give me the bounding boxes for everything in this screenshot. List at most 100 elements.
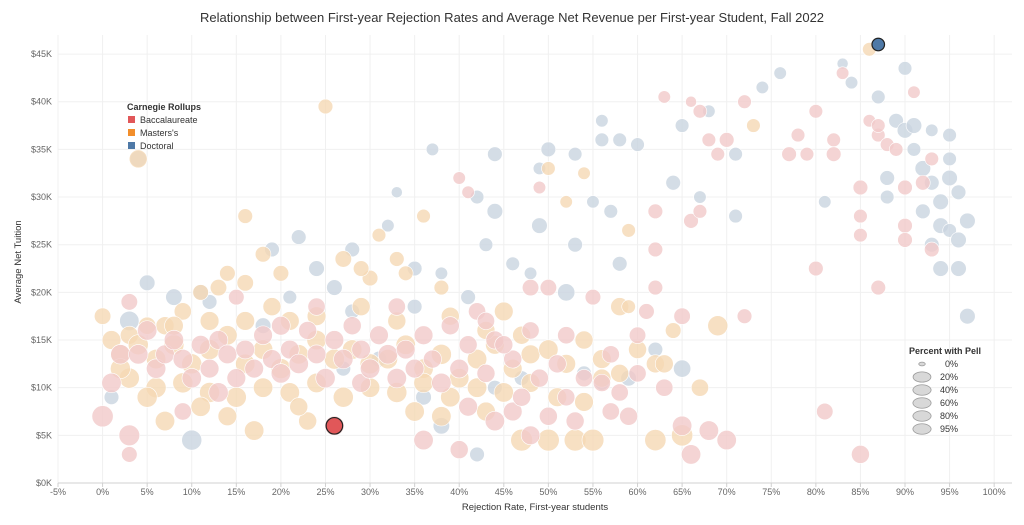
data-point[interactable]: [567, 146, 583, 162]
data-point[interactable]: [610, 383, 629, 402]
data-point[interactable]: [262, 349, 282, 369]
data-point[interactable]: [449, 358, 469, 379]
data-point[interactable]: [871, 118, 886, 133]
data-point[interactable]: [621, 299, 636, 314]
data-point[interactable]: [610, 364, 630, 383]
data-point[interactable]: [942, 127, 957, 143]
data-point[interactable]: [237, 208, 253, 224]
data-point[interactable]: [469, 446, 485, 463]
data-point[interactable]: [272, 265, 290, 282]
data-point[interactable]: [440, 316, 460, 336]
data-point[interactable]: [209, 279, 228, 297]
data-point[interactable]: [307, 297, 326, 316]
data-point[interactable]: [537, 428, 560, 452]
data-point[interactable]: [897, 232, 913, 248]
data-point[interactable]: [959, 212, 976, 230]
data-point[interactable]: [128, 344, 149, 365]
data-point[interactable]: [673, 359, 692, 378]
data-point[interactable]: [520, 425, 541, 446]
data-point[interactable]: [870, 279, 886, 296]
data-point[interactable]: [541, 161, 556, 176]
data-point[interactable]: [458, 397, 478, 417]
data-point[interactable]: [707, 315, 729, 337]
highlighted-point[interactable]: [325, 416, 344, 435]
data-point[interactable]: [121, 446, 138, 463]
data-point[interactable]: [790, 127, 806, 143]
data-point[interactable]: [493, 382, 514, 403]
data-point[interactable]: [381, 219, 395, 233]
data-point[interactable]: [494, 301, 514, 322]
data-point[interactable]: [253, 377, 274, 398]
data-point[interactable]: [128, 149, 148, 169]
data-point[interactable]: [353, 260, 370, 277]
data-point[interactable]: [434, 266, 448, 280]
data-point[interactable]: [360, 358, 381, 379]
data-point[interactable]: [941, 169, 958, 187]
data-point[interactable]: [236, 274, 254, 292]
data-point[interactable]: [199, 311, 220, 331]
data-point[interactable]: [416, 208, 431, 224]
data-point[interactable]: [612, 256, 628, 272]
data-point[interactable]: [647, 279, 664, 296]
data-point[interactable]: [208, 330, 229, 350]
data-point[interactable]: [728, 146, 743, 162]
data-point[interactable]: [915, 175, 931, 191]
data-point[interactable]: [755, 80, 769, 95]
data-point[interactable]: [139, 274, 156, 291]
data-point[interactable]: [897, 179, 913, 196]
data-point[interactable]: [539, 406, 558, 426]
data-point[interactable]: [716, 430, 737, 451]
data-point[interactable]: [235, 339, 255, 360]
data-point[interactable]: [423, 349, 442, 369]
data-point[interactable]: [557, 388, 576, 407]
data-point[interactable]: [487, 146, 503, 162]
data-point[interactable]: [538, 339, 559, 360]
data-point[interactable]: [601, 402, 620, 421]
data-point[interactable]: [531, 217, 548, 234]
data-point[interactable]: [282, 289, 297, 305]
data-point[interactable]: [565, 411, 585, 431]
data-point[interactable]: [826, 132, 841, 148]
data-point[interactable]: [190, 335, 211, 355]
data-point[interactable]: [532, 180, 547, 195]
data-point[interactable]: [181, 429, 203, 451]
data-point[interactable]: [844, 76, 859, 90]
data-point[interactable]: [915, 203, 931, 220]
data-point[interactable]: [351, 339, 371, 360]
data-point[interactable]: [235, 311, 255, 331]
data-point[interactable]: [173, 302, 192, 321]
data-point[interactable]: [398, 265, 414, 281]
data-point[interactable]: [630, 137, 645, 152]
data-point[interactable]: [118, 424, 140, 446]
data-point[interactable]: [271, 316, 291, 336]
data-point[interactable]: [603, 204, 618, 219]
highlighted-point[interactable]: [871, 37, 886, 52]
data-point[interactable]: [897, 217, 913, 234]
data-point[interactable]: [737, 94, 752, 109]
data-point[interactable]: [673, 307, 691, 325]
data-point[interactable]: [540, 141, 557, 158]
data-point[interactable]: [621, 223, 636, 238]
data-point[interactable]: [592, 373, 611, 392]
data-point[interactable]: [404, 358, 425, 379]
data-point[interactable]: [404, 401, 425, 422]
data-point[interactable]: [165, 288, 183, 306]
data-point[interactable]: [120, 293, 138, 311]
data-point[interactable]: [581, 428, 605, 452]
data-point[interactable]: [484, 411, 505, 432]
data-point[interactable]: [852, 179, 869, 196]
data-point[interactable]: [728, 208, 743, 224]
data-point[interactable]: [932, 260, 949, 277]
data-point[interactable]: [333, 349, 354, 370]
data-point[interactable]: [665, 175, 681, 191]
data-point[interactable]: [595, 114, 609, 128]
data-point[interactable]: [512, 387, 531, 407]
data-point[interactable]: [683, 213, 699, 229]
data-point[interactable]: [594, 132, 610, 148]
data-point[interactable]: [146, 358, 167, 379]
data-point[interactable]: [476, 311, 495, 330]
data-point[interactable]: [173, 402, 192, 421]
data-point[interactable]: [826, 146, 842, 162]
data-point[interactable]: [291, 229, 307, 245]
data-point[interactable]: [924, 151, 939, 167]
